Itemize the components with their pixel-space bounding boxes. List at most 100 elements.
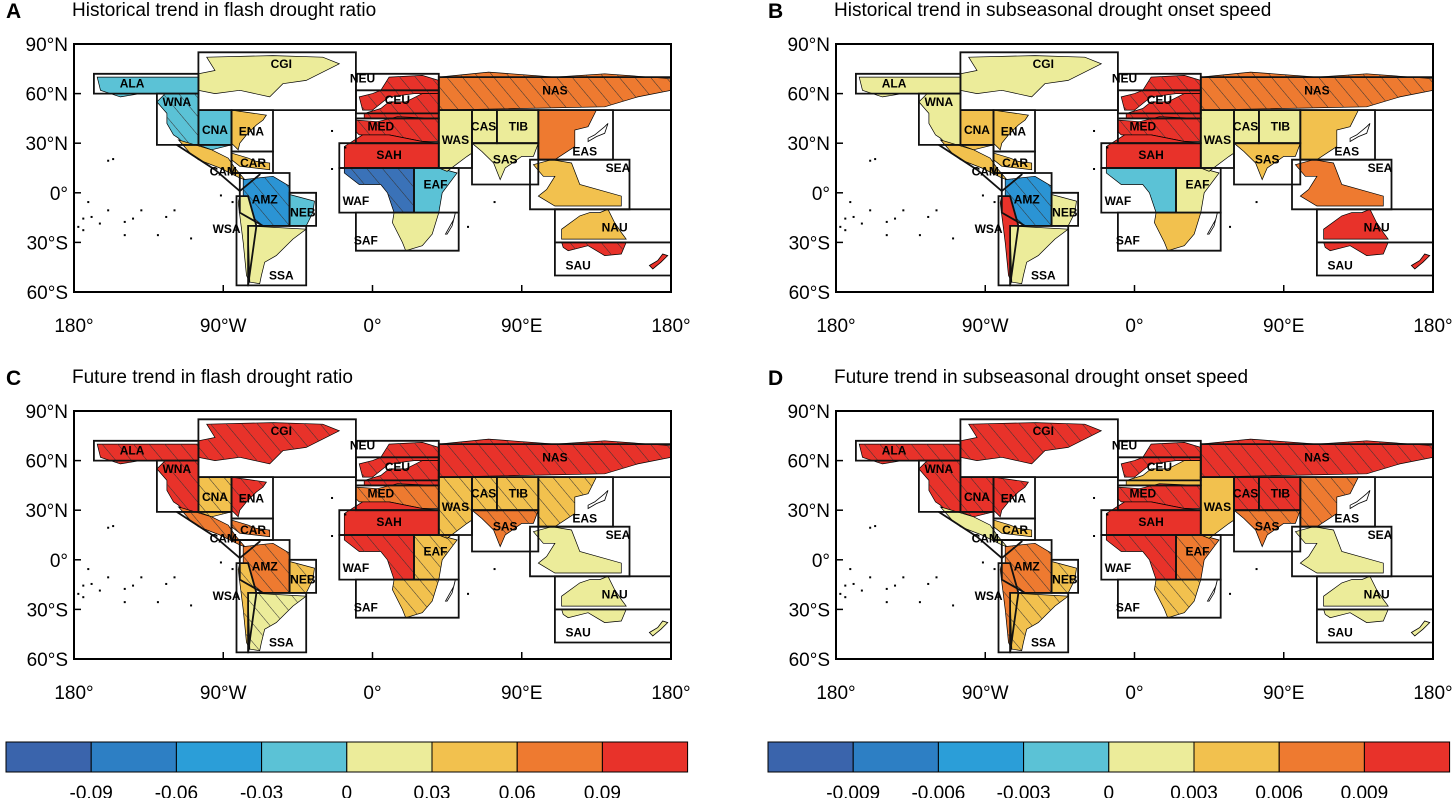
- panel-c-label-sea: SEA: [606, 528, 631, 542]
- panel-c-label-was: WAS: [442, 500, 469, 514]
- panel-b-islet: [869, 159, 872, 162]
- panel-c-hatch-cna: [198, 477, 232, 517]
- panel-b-hatch-nas: [1200, 72, 1433, 111]
- panel-d-label-nau: NAU: [1364, 588, 1390, 602]
- colorbar-label: 0.003: [1170, 783, 1218, 798]
- panel-d-label-eas: EAS: [1334, 511, 1359, 525]
- panel-a-letter: A: [6, 0, 21, 23]
- panel-b-label-saf: SAF: [1116, 234, 1140, 248]
- panel-d-label-neb: NEB: [1052, 573, 1078, 587]
- colorbar-label: -0.003: [997, 783, 1051, 798]
- panel-b-islet: [993, 201, 996, 204]
- panel-a-islet: [123, 220, 126, 223]
- colorbar-swatch: [175, 741, 263, 773]
- panel-a-islet: [231, 201, 234, 204]
- panel-c-islet: [98, 589, 101, 592]
- panel-a-label-amz: AMZ: [252, 192, 278, 206]
- panel-c-islet: [219, 561, 222, 564]
- colorbar-swatch: [1193, 741, 1280, 773]
- panel-d-xtick-label: 90°E: [1263, 683, 1304, 704]
- panel-a-islet: [82, 229, 85, 232]
- panel-d-region-ssa: [1009, 591, 1070, 654]
- panel-a-islet: [123, 234, 126, 237]
- panel-b-label-cam: CAM: [972, 164, 999, 178]
- panel-b-islet: [1255, 201, 1258, 204]
- panel-b-land-sau: [1323, 242, 1389, 256]
- panel-b-xtick-label: 90°W: [962, 316, 1009, 337]
- panel-a-label-ceu: CEU: [385, 93, 410, 107]
- panel-d-islet: [869, 576, 872, 579]
- panel-d-hatch-med: [1117, 483, 1201, 509]
- panel-d-islet: [981, 561, 984, 564]
- colorbar-swatch: [516, 741, 603, 773]
- panel-b-islet: [981, 194, 984, 197]
- panel-c-hatch-waf: [344, 535, 414, 580]
- panel-d-islet: [927, 582, 930, 585]
- colorbar-swatch: [90, 741, 177, 773]
- panel-d-label-ceu: CEU: [1147, 460, 1172, 474]
- panel-a-land-nau: [561, 208, 627, 240]
- panel-a: A Historical trend in flash drought ratio…: [6, 0, 691, 337]
- colorbar-label: 0: [342, 783, 353, 798]
- panel-b-label-tib: TIB: [1271, 120, 1291, 134]
- panel-b-land-ssa: [1009, 225, 1070, 285]
- panel-b-islet: [935, 209, 938, 212]
- panel-a-hatch-med: [355, 116, 439, 142]
- colorbar-swatch: [767, 741, 854, 773]
- panel-a-label-wsa: WSA: [213, 222, 241, 236]
- panel-b-islet: [844, 217, 847, 220]
- panel-a-region-neb: [288, 191, 318, 227]
- panel-c-label-wsa: WSA: [213, 589, 241, 603]
- panel-b-islet: [1229, 225, 1232, 228]
- panel-c-land-sea: [532, 526, 622, 574]
- panel-b-ytick-label: 30°N: [788, 134, 830, 155]
- panel-a-label-wna: WNA: [162, 95, 191, 109]
- panel-b-island-2: [1206, 212, 1218, 235]
- panel-d-label-ena: ENA: [1001, 492, 1027, 506]
- panel-c-label-cas: CAS: [471, 487, 496, 501]
- panel-d-label-sas: SAS: [1255, 520, 1280, 534]
- panel-a-islet: [77, 225, 80, 228]
- panel-c-hatch-saf: [392, 579, 439, 618]
- panel-b-label-car: CAR: [1002, 156, 1028, 170]
- panel-c-label-ssa: SSA: [269, 635, 294, 649]
- panel-d-label-was: WAS: [1204, 500, 1231, 514]
- panel-a-label-waf: WAF: [343, 194, 370, 208]
- panel-c-xtick-label: 180°: [651, 683, 690, 704]
- panel-c-islet: [107, 526, 110, 529]
- panel-d-xtick-label: 180°: [816, 683, 855, 704]
- panel-d-hatch-amz: [1005, 543, 1052, 593]
- panel-d-hatch-eaf: [1176, 535, 1220, 580]
- panel-d: D Future trend in subseasonal drought ons…: [768, 367, 1453, 704]
- panel-d-islet: [894, 584, 897, 587]
- panel-c-ytick-label: 0°: [50, 551, 68, 572]
- panel-c-letter: C: [6, 367, 21, 390]
- panel-b-region-saf: [1116, 211, 1222, 252]
- panel-c-ytick-label: 60°S: [27, 650, 68, 671]
- panel-a-hatch-neu: [359, 75, 439, 111]
- panel-d-label-cna: CNA: [964, 490, 990, 504]
- panel-c-hatch-ala: [97, 444, 199, 464]
- panel-a-islet: [493, 201, 496, 204]
- panel-c-islet: [173, 576, 176, 579]
- panel-d-label-cgi: CGI: [1033, 424, 1054, 438]
- panel-c-label-tib: TIB: [509, 487, 529, 501]
- panel-a-label-ssa: SSA: [269, 268, 294, 282]
- panel-c-label-sas: SAS: [493, 520, 518, 534]
- panel-d-islet: [952, 604, 955, 607]
- colorbar-2: -0.009 -0.006 -0.003 0 0.003 0.006 0.009: [767, 741, 1451, 798]
- panel-c-islet: [90, 582, 93, 585]
- panel-c-island-2: [444, 579, 456, 602]
- panel-d-label-sau: SAU: [1327, 626, 1352, 640]
- panel-d-islet: [844, 596, 847, 599]
- panel-a-label-neb: NEB: [290, 206, 316, 220]
- panel-b-land-sas: [1233, 142, 1301, 181]
- colorbar-swatch: [1363, 741, 1451, 773]
- panel-c-hatch-cas: [472, 477, 497, 511]
- panel-c-islet: [82, 596, 85, 599]
- panel-d-label-eaf: EAF: [1186, 545, 1210, 559]
- panel-a-ytick-label: 60°N: [26, 85, 68, 106]
